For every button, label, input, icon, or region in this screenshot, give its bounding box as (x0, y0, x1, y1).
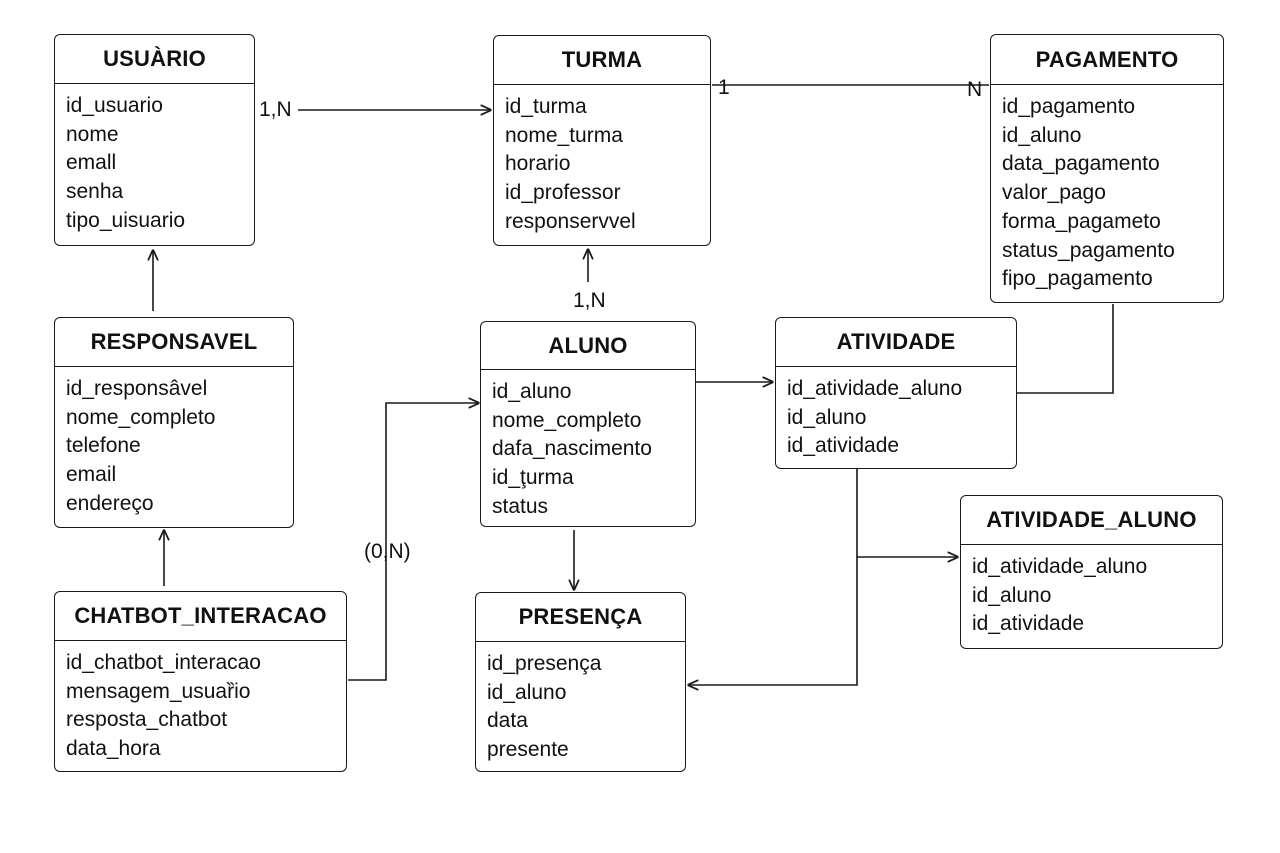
attribute: data_pagamento (1002, 152, 1160, 176)
entity-atividade: ATIVIDADE id_atividade_aluno id_aluno id… (775, 317, 1017, 469)
attribute-list: id_aluno nome_completo dafa_nascimento i… (481, 370, 695, 522)
attribute: id_chatbot_interacao (66, 651, 261, 674)
attribute: nome_completo (66, 405, 216, 429)
entity-title: TURMA (494, 36, 710, 85)
attribute: resposta_chatbot (66, 708, 228, 732)
entity-title: ATIVIDADE_ALUNO (961, 496, 1222, 545)
attribute: mensagem_usuaȑio (66, 679, 251, 703)
attribute: id_aluno (1002, 123, 1082, 147)
entity-chatbot-interacao: CHATBOT_INTERACAO id_chatbot_interacao m… (54, 591, 347, 772)
attribute-list: id_chatbot_interacao mensagem_usuaȑio re… (55, 641, 346, 764)
entity-responsavel: RESPONSAVEL id_responsâvel nome_completo… (54, 317, 294, 528)
entity-pagamento: PAGAMENTO id_pagamento id_aluno data_pag… (990, 34, 1224, 303)
attribute-list: id_atividade_aluno id_aluno id_atividade (776, 367, 1016, 461)
attribute: status (492, 494, 549, 518)
entity-title: PRESENÇA (476, 593, 685, 642)
cardinality-usuario-turma: 1,N (259, 98, 292, 121)
attribute: endereço (66, 491, 154, 515)
cardinality-aluno-turma: 1,N (573, 289, 606, 312)
cardinality-chatbot-aluno: (0,N) (364, 540, 411, 563)
attribute: id_usuario (66, 94, 163, 117)
attribute: horario (505, 152, 571, 176)
attribute-list: id_atividade_aluno id_aluno id_atividade (961, 545, 1222, 639)
attribute: id_responsâvel (66, 377, 208, 400)
entity-title: RESPONSAVEL (55, 318, 293, 367)
attribute: id_turma (505, 95, 587, 118)
line-atividade-pagamento (1017, 304, 1114, 394)
attribute: fipo_pagamento (1002, 267, 1153, 291)
entity-aluno: ALUNO id_aluno nome_completo dafa_nascim… (480, 321, 696, 527)
attribute: data (487, 709, 528, 733)
attribute: id_aluno (492, 380, 572, 403)
attribute: id_aluno (787, 405, 867, 429)
entity-title: ALUNO (481, 322, 695, 370)
attribute: nome_turma (505, 123, 623, 147)
attribute: responservvel (505, 209, 636, 233)
attribute: tipo_uisuario (66, 208, 186, 232)
attribute: telefone (66, 434, 141, 458)
attribute: id_pagamento (1002, 95, 1136, 118)
attribute-list: id_pagamento id_aluno data_pagamento val… (991, 85, 1223, 294)
attribute-list: id_turma nome_turma horario id_professor… (494, 85, 710, 237)
attribute: email (66, 463, 117, 487)
line-chatbot-aluno (348, 403, 479, 681)
attribute: forma_pagameto (1002, 209, 1161, 233)
cardinality-pagamento-side: N (967, 78, 983, 101)
attribute: id_presença (487, 652, 602, 675)
entity-atividade-aluno: ATIVIDADE_ALUNO id_atividade_aluno id_al… (960, 495, 1223, 649)
entity-title: USUÀRIO (55, 35, 254, 84)
attribute: id_atividade_aluno (972, 555, 1148, 578)
attribute: valor_pago (1002, 181, 1106, 205)
attribute: nome_completo (492, 408, 642, 432)
attribute-list: id_usuario nome emall senha tipo_uisuari… (55, 84, 254, 236)
cardinality-turma-side: 1 (718, 76, 730, 99)
attribute: id_ţurma (492, 466, 574, 490)
attribute-list: id_presença id_aluno data presente (476, 642, 685, 765)
attribute: id_professor (505, 181, 621, 205)
line-atividade-atividade-aluno (856, 469, 958, 557)
attribute: id_aluno (487, 680, 567, 704)
entity-title: CHATBOT_INTERACAO (55, 592, 346, 641)
attribute: status_pagamento (1002, 238, 1175, 262)
entity-title: ATIVIDADE (776, 318, 1016, 367)
attribute: id_aluno (972, 583, 1052, 607)
attribute: id_atividade (972, 612, 1085, 636)
attribute: dafa_nascimento (492, 437, 652, 461)
attribute: id_atividade (787, 434, 900, 458)
entity-turma: TURMA id_turma nome_turma horario id_pro… (493, 35, 711, 246)
attribute: presente (487, 738, 569, 762)
attribute-list: id_responsâvel nome_completo telefone em… (55, 367, 293, 519)
attribute: id_atividade_aluno (787, 377, 963, 400)
entity-presenca: PRESENÇA id_presença id_aluno data prese… (475, 592, 686, 772)
line-atividade-presenca (688, 557, 858, 685)
attribute: nome (66, 122, 119, 146)
attribute: senha (66, 180, 124, 204)
entity-title: PAGAMENTO (991, 35, 1223, 85)
attribute: emall (66, 151, 117, 175)
entity-usuario: USUÀRIO id_usuario nome emall senha tipo… (54, 34, 255, 246)
attribute: data_hora (66, 737, 161, 761)
